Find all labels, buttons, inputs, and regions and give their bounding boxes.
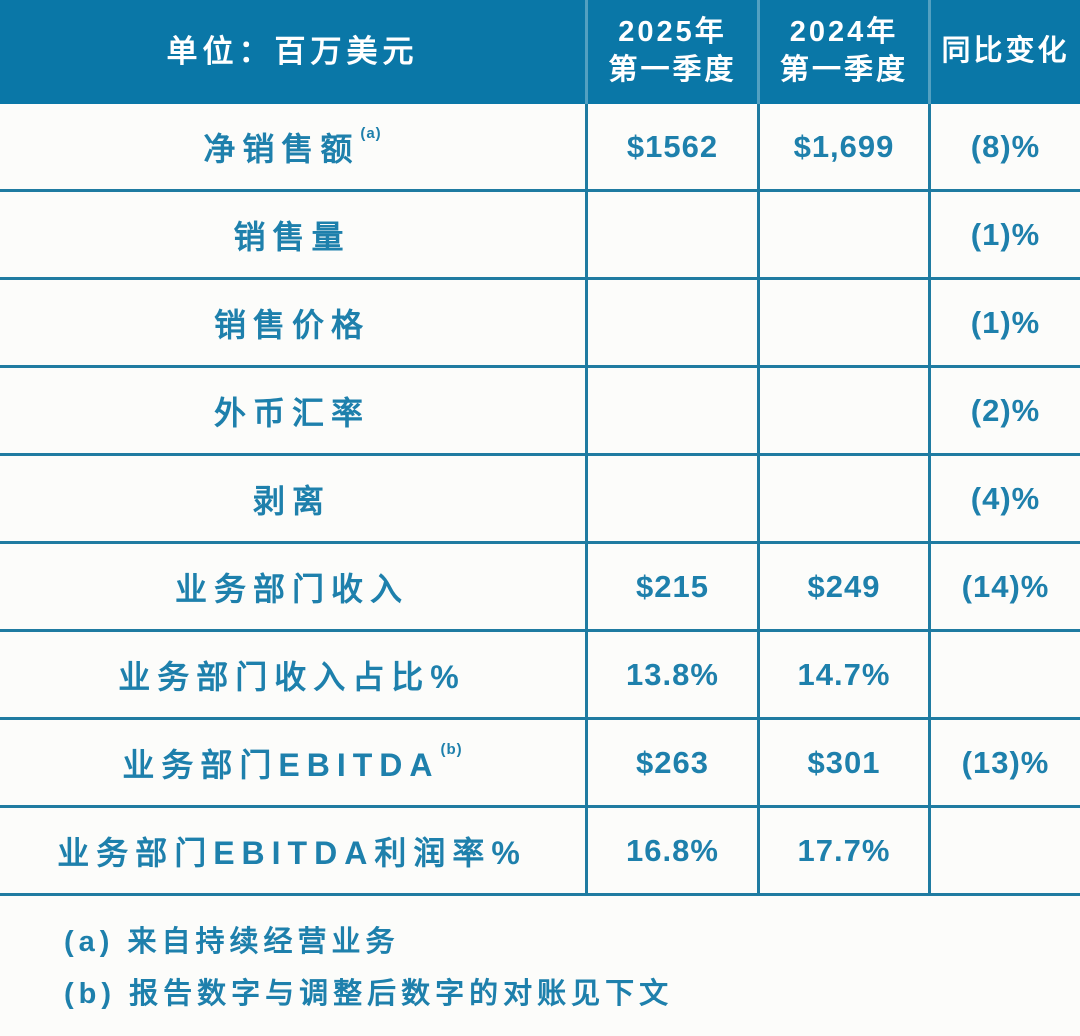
table-row-sales-volume: 销售量 (1)% bbox=[0, 192, 1080, 280]
row-label-text: 业务部门收入占比% bbox=[118, 658, 466, 695]
value-yoy: (8)% bbox=[928, 104, 1080, 189]
value-2025 bbox=[585, 368, 757, 453]
row-label-text: 销售价格 bbox=[213, 306, 370, 343]
table-row-segment-income-pct: 业务部门收入占比% 13.8% 14.7% bbox=[0, 632, 1080, 720]
row-label: 业务部门EBITDA利润率% bbox=[0, 808, 585, 893]
footnote-marker-a: (a) bbox=[360, 125, 382, 142]
footnote-a: (a) 来自持续经营业务 bbox=[64, 926, 400, 958]
header-q1-2025: 2025年 第一季度 bbox=[585, 0, 757, 104]
header-q1-2024: 2024年 第一季度 bbox=[757, 0, 928, 104]
value-2024: 17.7% bbox=[757, 808, 928, 893]
value-2024 bbox=[757, 280, 928, 365]
value-2025 bbox=[585, 456, 757, 541]
table-header-row: 单位：百万美元 2025年 第一季度 2024年 第一季度 同比变化 bbox=[0, 0, 1080, 104]
value-2025: 13.8% bbox=[585, 632, 757, 717]
table-row-foreign-exchange: 外币汇率 (2)% bbox=[0, 368, 1080, 456]
table-row-net-sales: 净销售额 (a) $1562 $1,699 (8)% bbox=[0, 104, 1080, 192]
table-row-segment-income: 业务部门收入 $215 $249 (14)% bbox=[0, 544, 1080, 632]
value-2025: $215 bbox=[585, 544, 757, 629]
value-2025: 16.8% bbox=[585, 808, 757, 893]
value-2024: $249 bbox=[757, 544, 928, 629]
row-label-text: 业务部门EBITDA bbox=[122, 746, 440, 783]
table-row-divestiture: 剥离 (4)% bbox=[0, 456, 1080, 544]
value-2024: $1,699 bbox=[757, 104, 928, 189]
value-yoy: (1)% bbox=[928, 280, 1080, 365]
footnotes: (a) 来自持续经营业务 (b) 报告数字与调整后数字的对账见下文 bbox=[0, 896, 1080, 1013]
value-2025: $263 bbox=[585, 720, 757, 805]
table-body: 净销售额 (a) $1562 $1,699 (8)% 销售量 (1)% 销售价格 … bbox=[0, 104, 1080, 896]
row-label: 外币汇率 bbox=[0, 368, 585, 453]
value-yoy: (4)% bbox=[928, 456, 1080, 541]
row-label: 剥离 bbox=[0, 456, 585, 541]
row-label: 业务部门EBITDA (b) bbox=[0, 720, 585, 805]
value-2025: $1562 bbox=[585, 104, 757, 189]
value-2025 bbox=[585, 192, 757, 277]
header-yoy-change: 同比变化 bbox=[928, 0, 1080, 104]
table-row-segment-ebitda: 业务部门EBITDA (b) $263 $301 (13)% bbox=[0, 720, 1080, 808]
table-row-sales-price: 销售价格 (1)% bbox=[0, 280, 1080, 368]
value-yoy bbox=[928, 632, 1080, 717]
row-label: 业务部门收入 bbox=[0, 544, 585, 629]
row-label: 销售量 bbox=[0, 192, 585, 277]
footnote-marker-b: (b) bbox=[440, 741, 463, 758]
value-yoy: (2)% bbox=[928, 368, 1080, 453]
row-label-text: 剥离 bbox=[252, 482, 331, 519]
value-2024 bbox=[757, 368, 928, 453]
value-2024: 14.7% bbox=[757, 632, 928, 717]
row-label-text: 净销售额 bbox=[203, 130, 360, 167]
row-label-text: 外币汇率 bbox=[213, 394, 370, 431]
row-label-text: 销售量 bbox=[233, 218, 351, 255]
row-label: 业务部门收入占比% bbox=[0, 632, 585, 717]
value-yoy bbox=[928, 808, 1080, 893]
value-2024 bbox=[757, 456, 928, 541]
value-yoy: (14)% bbox=[928, 544, 1080, 629]
footnote-b: (b) 报告数字与调整后数字的对账见下文 bbox=[64, 978, 674, 1011]
header-unit-label: 单位：百万美元 bbox=[166, 33, 419, 69]
row-label: 销售价格 bbox=[0, 280, 585, 365]
value-yoy: (1)% bbox=[928, 192, 1080, 277]
row-label-text: 业务部门EBITDA利润率% bbox=[57, 834, 527, 871]
value-2025 bbox=[585, 280, 757, 365]
row-label-text: 业务部门收入 bbox=[174, 570, 409, 607]
value-2024: $301 bbox=[757, 720, 928, 805]
table-row-segment-ebitda-margin: 业务部门EBITDA利润率% 16.8% 17.7% bbox=[0, 808, 1080, 896]
value-2024 bbox=[757, 192, 928, 277]
value-yoy: (13)% bbox=[928, 720, 1080, 805]
row-label: 净销售额 (a) bbox=[0, 104, 585, 189]
